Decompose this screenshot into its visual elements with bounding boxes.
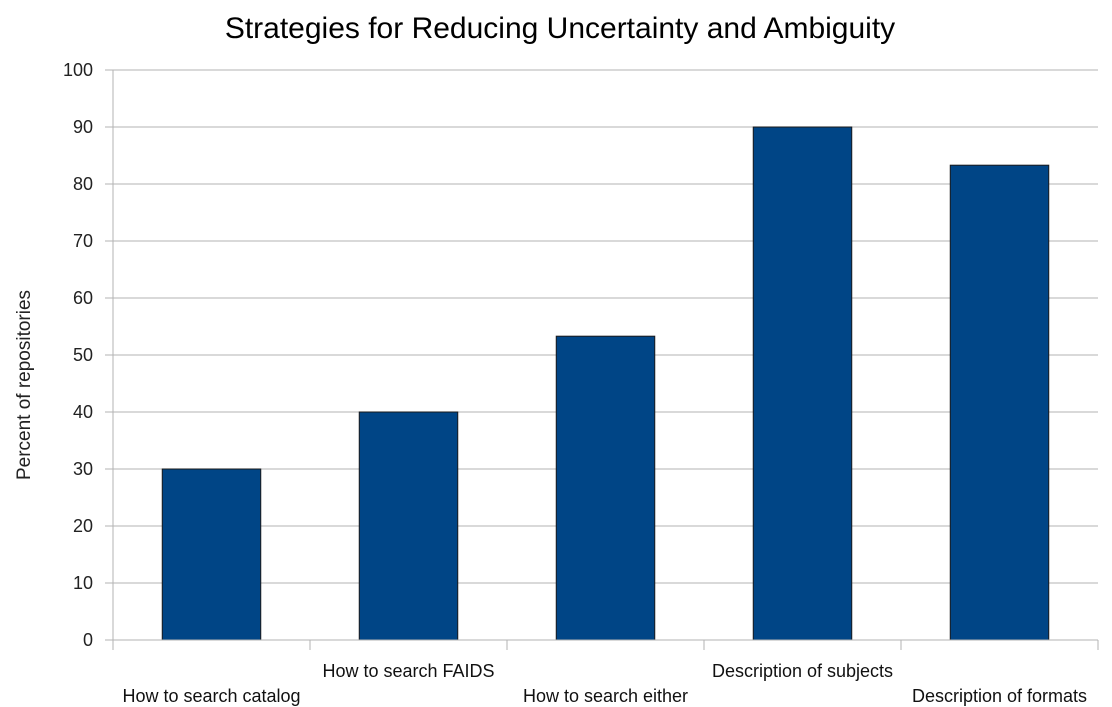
bar (161, 468, 262, 641)
chart-title: Strategies for Reducing Uncertainty and … (225, 12, 895, 45)
x-category-label: Description of formats (912, 686, 1087, 706)
bar (752, 126, 853, 641)
y-tick-label: 0 (83, 630, 93, 650)
x-category-label: How to search FAIDS (322, 661, 494, 681)
y-tick-label: 30 (73, 459, 93, 479)
x-category-label: How to search catalog (122, 686, 300, 706)
bar (555, 335, 656, 641)
bar (358, 411, 459, 641)
x-category-label: How to search either (523, 686, 688, 706)
y-tick-label: 40 (73, 402, 93, 422)
y-tick-label: 100 (63, 60, 93, 80)
bars (161, 126, 1050, 641)
y-tick-label: 50 (73, 345, 93, 365)
y-tick-label: 90 (73, 117, 93, 137)
y-tick-label: 60 (73, 288, 93, 308)
axes (112, 70, 1099, 650)
y-tick-label: 80 (73, 174, 93, 194)
y-axis-label: Percent of repositories (14, 290, 35, 480)
y-tick-label: 20 (73, 516, 93, 536)
bar (949, 164, 1050, 641)
category-labels: How to search catalog How to search FAIDS… (122, 661, 1087, 706)
y-tick-labels: 0 10 20 30 40 50 60 70 80 90 100 (63, 60, 93, 650)
x-category-label: Description of subjects (712, 661, 893, 681)
y-tick-label: 70 (73, 231, 93, 251)
y-tick-label: 10 (73, 573, 93, 593)
